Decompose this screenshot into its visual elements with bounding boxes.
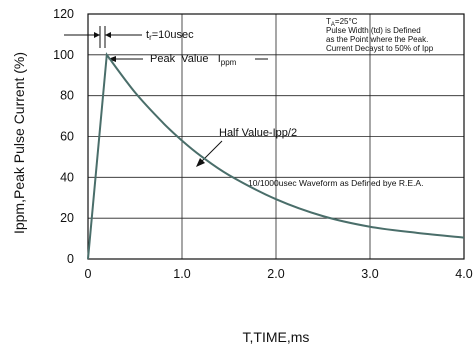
peak-arrowhead [108,56,116,62]
y-axis-label: Ippm,Peak Pulse Current (%) [11,52,27,234]
pulse-curve [87,52,465,260]
conditions-line-3: as the Point where the Peak. [326,35,428,44]
waveform-note: 10/1000usec Waveform as Defined bye R.E.… [248,178,423,188]
half-value-label: Half Value-Ipp/2 [219,127,297,139]
rise-time-arrowhead-right [105,32,111,38]
peak-value-annotation: Peak Value Ippm [108,53,268,67]
conditions-line-1: TA=25°C [326,17,358,28]
x-tick-label: 0 [85,267,92,281]
y-tick-label: 100 [53,48,74,62]
y-tick-labels: 0 20 40 60 80 100 120 [53,7,74,266]
rise-time-annotation: tr=10usec [64,26,194,48]
y-tick-label: 60 [60,130,74,144]
half-value-arrow [198,140,223,165]
conditions-line-4: Current Decayst to 50% of Ipp [326,44,434,53]
x-tick-label: 3.0 [361,267,378,281]
peak-value-label: Peak Value Ippm [150,53,237,67]
half-value-arrowhead [196,158,205,167]
conditions-line-2: Pulse Width (td) is Defined [326,26,421,35]
y-tick-label: 0 [67,252,74,266]
x-tick-label: 1.0 [173,267,190,281]
y-tick-label: 20 [60,211,74,225]
y-tick-label: 120 [53,7,74,21]
conditions-note: TA=25°C Pulse Width (td) is Defined as t… [326,17,434,53]
chart-grid [88,14,464,259]
x-tick-label: 4.0 [455,267,472,281]
rise-time-label: tr=10usec [146,29,194,42]
y-tick-label: 80 [60,89,74,103]
x-axis-label: T,TIME,ms [243,329,310,345]
x-tick-label: 2.0 [267,267,284,281]
y-tick-label: 40 [60,170,74,184]
rise-time-arrowhead-left [94,32,100,38]
half-value-annotation: Half Value-Ipp/2 [196,127,297,167]
x-tick-labels: 0 1.0 2.0 3.0 4.0 [85,267,473,281]
plot-frame [87,13,465,260]
